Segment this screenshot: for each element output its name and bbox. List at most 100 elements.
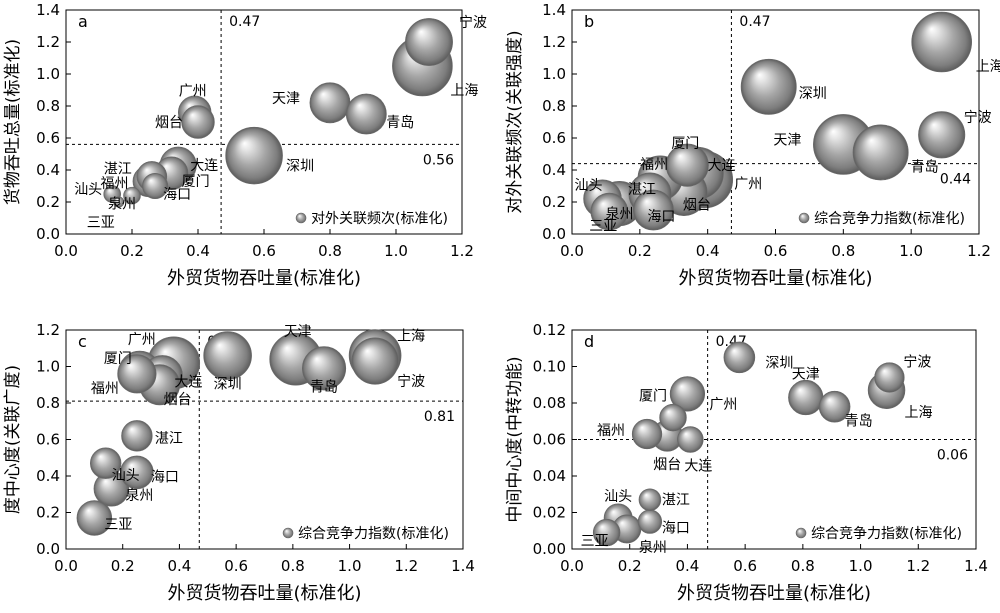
point-label: 烟台	[653, 457, 681, 473]
y-tick-label: 0.4	[542, 161, 566, 179]
x-tick-label: 1.2	[967, 242, 991, 260]
point-label: 青岛	[386, 115, 414, 131]
point-label: 上海	[976, 59, 1000, 75]
point-label: 厦门	[182, 174, 210, 190]
point-label: 上海	[905, 405, 933, 421]
y-tick-label: 1.4	[36, 1, 60, 19]
panel-a: 0.0 0.2 0.4 0.6 0.8 1.0 1.2 0.0 0.2 0.4 0.6 0.8 1.0 1…	[3, 1, 487, 289]
x-axis-label: 外贸货物吞吐量(标准化)	[678, 268, 872, 289]
bubble-point	[225, 126, 283, 185]
y-tick-label: 1.2	[36, 33, 60, 51]
y-tick-label: 0.10	[533, 358, 566, 376]
point-label: 湛江	[662, 493, 690, 509]
legend-marker	[295, 212, 307, 224]
panel-letter: c	[78, 332, 87, 351]
point-label: 青岛	[911, 159, 939, 175]
bubble-point	[723, 341, 756, 374]
bubble-point	[874, 362, 905, 393]
point-label: 海口	[662, 521, 690, 537]
point-label: 深圳	[286, 159, 314, 175]
x-tick-label: 0.8	[318, 242, 342, 260]
threshold-hline-label: 0.56	[423, 152, 454, 168]
bubble-point	[301, 346, 347, 391]
legend-marker	[798, 212, 810, 224]
point-label: 泉州	[108, 196, 136, 213]
bubble-point	[309, 82, 351, 124]
bubble-point	[90, 447, 122, 479]
x-tick-label: 1.0	[338, 557, 362, 575]
x-tick-label: 0.4	[696, 242, 720, 260]
bubble-point	[345, 93, 387, 135]
bubble-point	[203, 331, 252, 380]
bubble-point	[351, 337, 399, 385]
bubble-point	[911, 11, 972, 73]
x-tick-label: 0.8	[831, 242, 855, 260]
bubble-point	[918, 111, 966, 159]
y-tick-label: 0.12	[533, 321, 566, 339]
bubble-point	[631, 418, 663, 450]
x-tick-label: 1.4	[451, 557, 475, 575]
x-tick-label: 1.2	[394, 557, 418, 575]
x-tick-label: 0.2	[628, 242, 652, 260]
point-label: 宁波	[903, 353, 931, 370]
point-label: 天津	[284, 324, 312, 340]
y-axis-label: 度中心度(关联广度)	[3, 365, 23, 514]
bubble-point	[669, 376, 706, 412]
x-tick-label: 0.6	[252, 242, 276, 260]
threshold-hline-label: 0.81	[424, 409, 455, 425]
point-label: 广州	[709, 397, 737, 413]
y-tick-label: 0.04	[533, 467, 566, 485]
point-label: 大连	[190, 158, 218, 174]
point-label: 天津	[792, 367, 820, 383]
legend-marker	[282, 527, 294, 539]
x-tick-label: 0.4	[675, 557, 699, 575]
x-tick-label: 1.2	[906, 557, 930, 575]
y-axis-label: 中间中心度(中转功能)	[505, 356, 525, 522]
point-label: 福州	[101, 176, 129, 192]
y-tick-label: 0.8	[36, 97, 60, 115]
point-label: 泉州	[639, 539, 667, 556]
threshold-vline-label: 0.47	[229, 14, 260, 30]
point-label: 大连	[707, 158, 735, 174]
bubble-point	[117, 354, 157, 394]
y-tick-label: 0.08	[533, 394, 566, 412]
point-label: 青岛	[845, 414, 873, 430]
y-tick-label: 0.2	[542, 193, 566, 211]
point-label: 泉州	[125, 487, 153, 504]
y-tick-label: 0.8	[36, 394, 60, 412]
x-tick-label: 0.2	[618, 557, 642, 575]
point-label: 泉州	[605, 206, 633, 223]
y-tick-label: 0.0	[36, 540, 60, 558]
panel-letter: d	[584, 332, 594, 351]
bubble-point	[665, 143, 709, 187]
y-tick-label: 0.0	[542, 225, 566, 243]
point-label: 青岛	[310, 379, 338, 395]
y-axis-label: 货物吞吐总量(标准化)	[3, 39, 23, 205]
bubble-point	[76, 500, 113, 536]
x-tick-label: 0.4	[186, 242, 210, 260]
x-tick-label: 1.2	[450, 242, 474, 260]
y-tick-label: 0.2	[36, 504, 60, 522]
y-tick-label: 0.02	[533, 504, 566, 522]
point-label: 宁波	[397, 373, 425, 390]
panel-letter: b	[584, 12, 594, 31]
x-axis-label: 外贸货物吞吐量(标准化)	[167, 583, 361, 604]
point-label: 天津	[272, 91, 300, 107]
point-label: 天津	[773, 132, 801, 148]
point-label: 福州	[640, 157, 668, 173]
x-tick-label: 0.8	[791, 557, 815, 575]
y-tick-label: 1.0	[36, 358, 60, 376]
y-tick-label: 0.8	[542, 97, 566, 115]
y-tick-label: 1.2	[36, 321, 60, 339]
point-label: 广州	[179, 83, 207, 99]
point-label: 厦门	[104, 351, 132, 367]
bubble-point	[590, 192, 629, 231]
point-label: 厦门	[639, 389, 667, 405]
x-axis-label: 外贸货物吞吐量(标准化)	[167, 268, 361, 289]
threshold-vline-label: 0.47	[739, 14, 770, 30]
point-label: 上海	[450, 83, 478, 99]
bubble-point	[121, 420, 153, 452]
point-label: 湛江	[628, 182, 656, 198]
x-tick-label: 0.2	[120, 242, 144, 260]
